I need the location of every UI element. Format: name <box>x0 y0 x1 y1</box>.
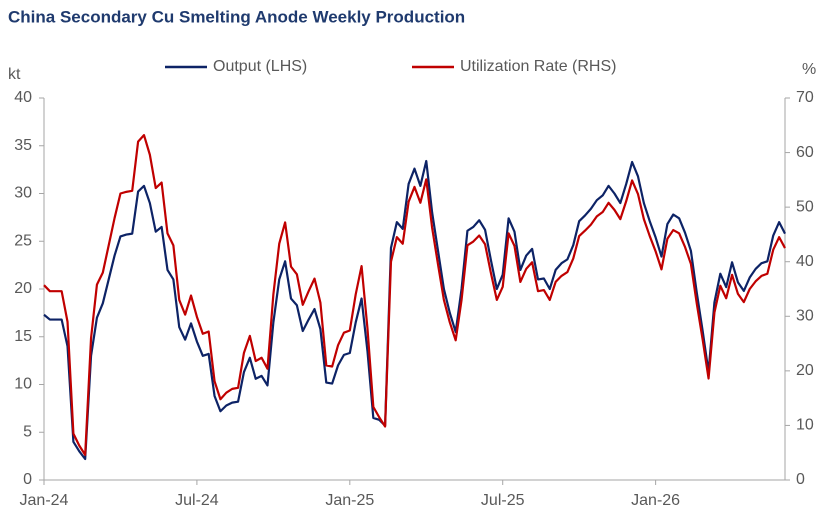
y-tick-label: 10 <box>14 376 32 393</box>
y-tick-label: 20 <box>14 280 32 297</box>
x-tick-label: Jan-25 <box>325 492 374 509</box>
chart-title: China Secondary Cu Smelting Anode Weekly… <box>8 7 465 26</box>
x-tick-label: Jul-25 <box>481 492 525 509</box>
y2-tick-label: 30 <box>796 308 814 325</box>
x-tick-label: Jan-24 <box>20 492 69 509</box>
legend-label: Utilization Rate (RHS) <box>460 58 616 75</box>
y-axis-label: kt <box>8 66 21 83</box>
series-line <box>43 159 786 461</box>
y2-tick-label: 50 <box>796 198 814 215</box>
series-line <box>43 134 786 456</box>
y2-tick-label: 0 <box>796 471 805 488</box>
y-tick-label: 0 <box>23 471 32 488</box>
y-tick-label: 15 <box>14 328 32 345</box>
y-tick-label: 40 <box>14 89 32 106</box>
y2-tick-label: 20 <box>796 362 814 379</box>
y2-tick-label: 60 <box>796 144 814 161</box>
y-tick-label: 5 <box>23 423 32 440</box>
x-tick-label: Jan-26 <box>631 492 680 509</box>
y2-tick-label: 70 <box>796 89 814 106</box>
y2-tick-label: 40 <box>796 253 814 270</box>
y2-axis-label: % <box>802 61 816 78</box>
y2-tick-label: 10 <box>796 417 814 434</box>
x-tick-label: Jul-24 <box>175 492 219 509</box>
y-tick-label: 30 <box>14 185 32 202</box>
y-tick-label: 35 <box>14 137 32 154</box>
legend-label: Output (LHS) <box>213 58 307 75</box>
y-tick-label: 25 <box>14 232 32 249</box>
